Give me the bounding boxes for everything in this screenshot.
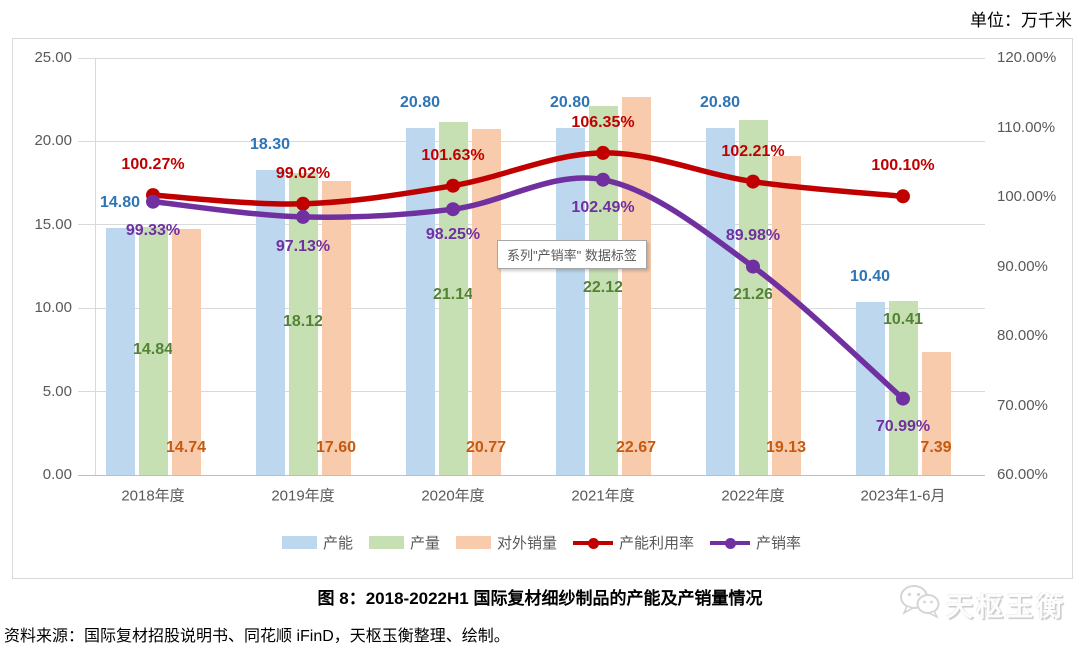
production-sales-ratio-line-label: 99.33% bbox=[125, 221, 181, 239]
capacity-bar[interactable] bbox=[555, 128, 585, 475]
left-axis-tick: 15.00 bbox=[34, 215, 72, 233]
legend-item-产量[interactable]: 产量 bbox=[368, 532, 440, 553]
capacity-bar-label: 20.80 bbox=[699, 94, 741, 112]
right-axis-tick: 110.00% bbox=[997, 118, 1056, 136]
capacity-utilization-line-label: 99.02% bbox=[275, 164, 331, 182]
legend-item-产能[interactable]: 产能 bbox=[281, 532, 353, 553]
unit-label: 单位：万千米 bbox=[970, 11, 1072, 30]
external-sales-bar-label: 20.77 bbox=[465, 439, 507, 456]
capacity-utilization-line-label: 106.35% bbox=[571, 113, 635, 131]
production-sales-ratio-line-label: 97.13% bbox=[275, 237, 331, 255]
capacity-bar[interactable] bbox=[705, 128, 735, 475]
category-label: 2021年度 bbox=[571, 487, 635, 505]
capacity-utilization-line-label: 102.21% bbox=[721, 142, 785, 160]
capacity-utilization-line-label: 100.27% bbox=[121, 156, 185, 174]
external-sales-bar[interactable] bbox=[621, 96, 651, 475]
right-axis-tick: 60.00% bbox=[997, 466, 1048, 483]
gridline bbox=[78, 140, 985, 142]
legend-label: 产能利用率 bbox=[619, 535, 695, 552]
legend-swatch bbox=[368, 536, 404, 549]
production-sales-ratio-line-label: 102.49% bbox=[571, 198, 635, 216]
legend-swatch bbox=[455, 536, 491, 549]
capacity-bar[interactable] bbox=[855, 301, 885, 475]
external-sales-bar-label: 14.74 bbox=[165, 439, 207, 456]
capacity-utilization-line-label: 101.63% bbox=[421, 146, 485, 164]
capacity-bar[interactable] bbox=[405, 128, 435, 475]
output-bar-label: 14.84 bbox=[132, 341, 174, 358]
gridline bbox=[78, 224, 985, 226]
capacity-utilization-line-label: 100.10% bbox=[871, 157, 935, 175]
legend-label: 产量 bbox=[409, 535, 440, 552]
legend-line-dot bbox=[588, 537, 599, 549]
production-sales-ratio-line-label: 98.25% bbox=[425, 226, 481, 244]
output-bar-label: 21.14 bbox=[432, 286, 474, 303]
right-axis-tick: 100.00% bbox=[997, 188, 1057, 205]
left-axis-tick: 5.00 bbox=[42, 382, 72, 400]
right-axis-tick: 70.00% bbox=[997, 396, 1048, 414]
legend-item-对外销量[interactable]: 对外销量 bbox=[455, 532, 557, 553]
y-axis-line bbox=[95, 58, 96, 475]
right-axis-tick: 120.00% bbox=[997, 49, 1057, 66]
gridline bbox=[78, 391, 985, 393]
category-label: 2023年1-6月 bbox=[860, 487, 946, 505]
category-label: 2020年度 bbox=[421, 487, 485, 505]
production-sales-ratio-line-label: 70.99% bbox=[875, 417, 931, 435]
capacity-bar-label: 10.40 bbox=[849, 267, 891, 285]
external-sales-bar-label: 7.39 bbox=[920, 439, 952, 456]
left-axis-tick: 10.00 bbox=[34, 299, 72, 317]
external-sales-bar[interactable] bbox=[771, 155, 801, 475]
gridline bbox=[78, 57, 985, 59]
production-sales-ratio-line-label: 89.98% bbox=[725, 226, 781, 244]
figure-title: 图 8：2018-2022H1 国际复材细纱制品的产能及产销量情况 bbox=[317, 589, 763, 608]
external-sales-bar-label: 19.13 bbox=[765, 439, 807, 456]
source-note: 资料来源：国际复材招股说明书、同花顺 iFinD，天枢玉衡整理、绘制。 bbox=[4, 628, 510, 645]
left-axis-tick: 20.00 bbox=[34, 132, 72, 150]
legend-item-产销率[interactable]: 产销率 bbox=[710, 532, 801, 553]
right-axis-tick: 80.00% bbox=[997, 327, 1048, 344]
output-bar-label: 21.26 bbox=[732, 286, 774, 303]
legend-label: 对外销量 bbox=[496, 535, 557, 552]
external-sales-bar[interactable] bbox=[471, 128, 501, 475]
right-axis-tick: 90.00% bbox=[997, 257, 1048, 275]
capacity-bar-label: 18.30 bbox=[249, 135, 291, 153]
left-axis-tick: 25.00 bbox=[34, 49, 72, 66]
external-sales-bar[interactable] bbox=[321, 181, 351, 475]
wechat-icon bbox=[898, 584, 942, 625]
left-axis-tick: 0.00 bbox=[42, 466, 72, 483]
category-label: 2018年度 bbox=[121, 487, 185, 505]
category-label: 2019年度 bbox=[271, 487, 335, 505]
output-bar-label: 22.12 bbox=[582, 279, 624, 296]
category-label: 2022年度 bbox=[721, 487, 785, 505]
capacity-bar-label: 14.80 bbox=[99, 194, 141, 212]
legend-item-产能利用率[interactable]: 产能利用率 bbox=[573, 532, 694, 553]
legend-label: 产销率 bbox=[756, 535, 802, 552]
legend-label: 产能 bbox=[322, 535, 353, 552]
output-bar-label: 10.41 bbox=[882, 311, 924, 328]
legend-line-marker bbox=[573, 536, 613, 550]
external-sales-bar-label: 22.67 bbox=[615, 439, 657, 456]
external-sales-bar-label: 17.60 bbox=[315, 439, 357, 456]
legend-swatch bbox=[281, 536, 317, 549]
watermark-text: 天枢玉衡 bbox=[946, 592, 1066, 622]
capacity-bar[interactable] bbox=[255, 169, 285, 475]
gridline bbox=[78, 307, 985, 309]
watermark: 天枢玉衡 bbox=[898, 584, 1066, 625]
series-tooltip: 系列"产销率" 数据标签 bbox=[497, 240, 647, 269]
external-sales-bar[interactable] bbox=[921, 351, 951, 475]
legend-line-dot bbox=[725, 537, 737, 549]
legend: 产能 产量 对外销量 产能利用率 产销率 bbox=[12, 532, 1071, 553]
output-bar-label: 18.12 bbox=[282, 313, 324, 330]
capacity-bar-label: 20.80 bbox=[399, 94, 441, 112]
capacity-bar[interactable] bbox=[105, 228, 135, 475]
legend-line-marker bbox=[710, 536, 751, 550]
capacity-bar-label: 20.80 bbox=[549, 94, 591, 112]
x-axis-line bbox=[78, 474, 985, 476]
